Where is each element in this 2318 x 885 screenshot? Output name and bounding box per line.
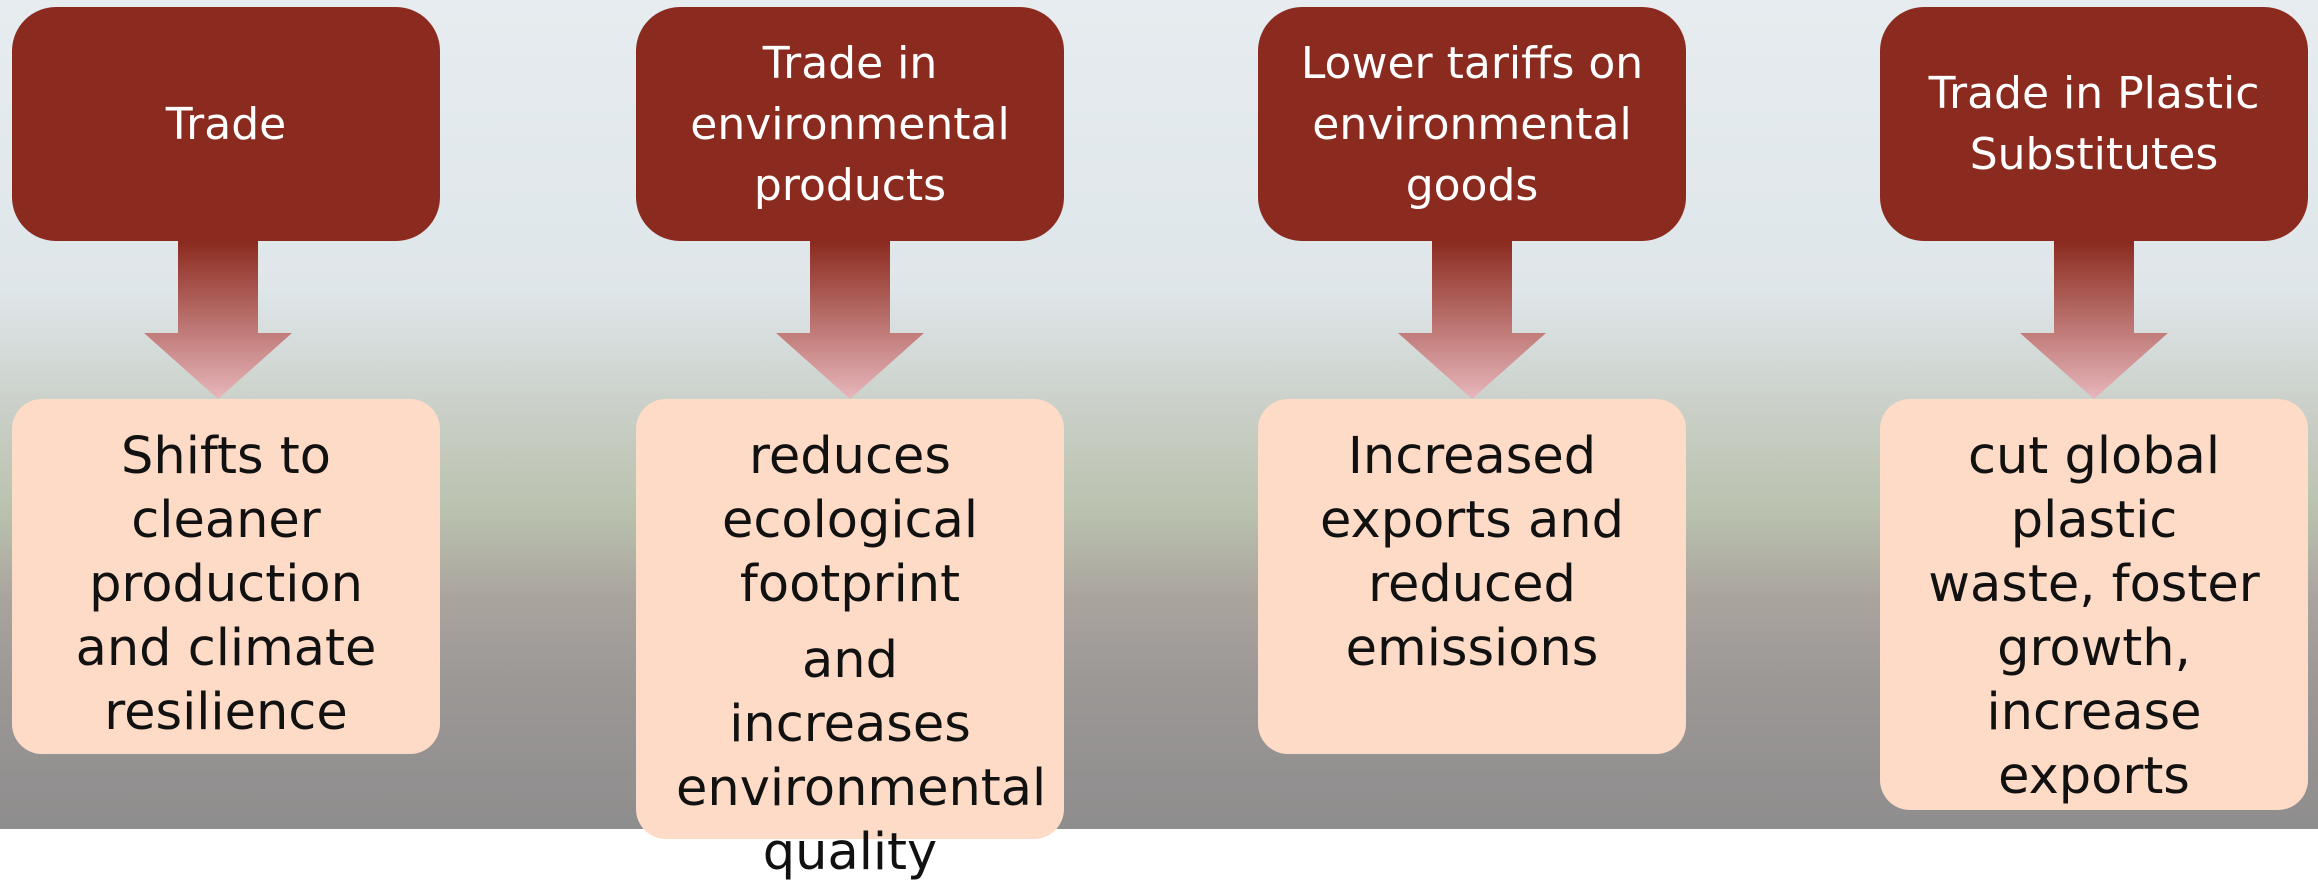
source-text: Trade in Plastic Substitutes [1928, 68, 2260, 180]
arrow [1398, 241, 1546, 399]
source-text: Trade in environmental products [690, 37, 1010, 211]
arrow-group [144, 241, 2168, 399]
effect-box: Shifts to cleaner production and climate… [12, 399, 440, 754]
source-text: Trade [165, 98, 287, 150]
effect-text: and increases environmental quality [676, 631, 1047, 882]
effect-text: reduces ecological footprint [722, 427, 978, 614]
effect-box: cut global plastic waste, foster growth,… [1880, 399, 2308, 810]
effect-box: reduces ecological footprint and increas… [636, 399, 1064, 882]
effect-box: Increased exports and reduced emissions [1258, 399, 1686, 754]
effect-text: Increased exports and reduced emissions [1320, 427, 1624, 678]
arrow [2020, 241, 2168, 399]
effect-text: Shifts to cleaner production and climate… [75, 427, 377, 742]
source-box: Trade in environmental products [636, 7, 1064, 241]
source-box: Trade in Plastic Substitutes [1880, 7, 2308, 241]
source-box: Lower tariffs on environmental goods [1258, 7, 1686, 241]
source-box: Trade [12, 7, 440, 241]
source-text: Lower tariffs on environmental goods [1300, 37, 1644, 211]
arrows [144, 241, 2168, 399]
effect-text: cut global plastic waste, foster growth,… [1928, 427, 2260, 806]
arrow [776, 241, 924, 399]
arrow [144, 241, 292, 399]
